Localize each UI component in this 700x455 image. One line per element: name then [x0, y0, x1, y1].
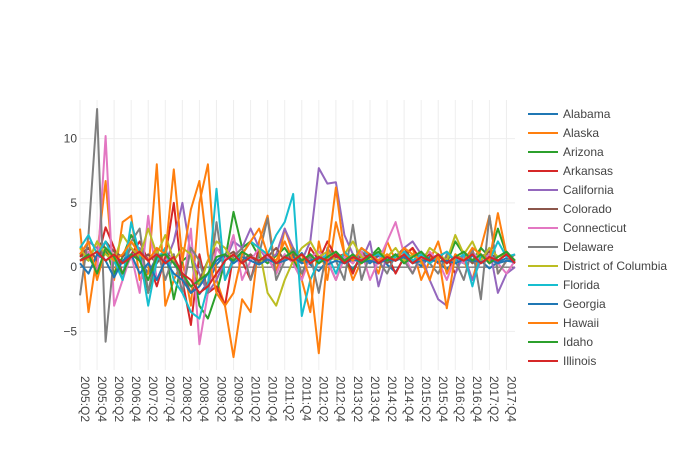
legend[interactable]: Alabama Alaska Arizona Arkansas California Co… [528, 107, 667, 368]
x-tick-label: 2014:Q4 [402, 376, 416, 422]
x-tick-label: 2008:Q2 [180, 376, 194, 422]
legend-item-arkansas[interactable]: Arkansas [528, 164, 613, 178]
x-tick-label: 2006:Q2 [112, 376, 126, 422]
legend-label: Alabama [563, 107, 611, 121]
x-tick-label: 2016:Q2 [453, 376, 467, 422]
legend-label: Connecticut [563, 221, 627, 235]
x-tick-label: 2014:Q2 [385, 376, 399, 422]
series-line-connecticut [79, 135, 516, 346]
legend-item-district-of-columbia[interactable]: District of Columbia [528, 259, 667, 273]
legend-item-arizona[interactable]: Arizona [528, 145, 604, 159]
legend-label: Georgia [563, 297, 606, 311]
legend-item-florida[interactable]: Florida [528, 278, 600, 292]
x-tick-label: 2007:Q4 [163, 376, 177, 422]
x-tick-label: 2009:Q2 [214, 376, 228, 422]
x-tick-label: 2005:Q4 [95, 376, 109, 422]
legend-label: Idaho [563, 335, 593, 349]
legend-label: Colorado [563, 202, 612, 216]
legend-label: California [563, 183, 614, 197]
x-tick-label: 2011:Q2 [283, 376, 297, 421]
series-lines [79, 108, 516, 359]
legend-item-illinois[interactable]: Illinois [528, 354, 596, 368]
series-line-illinois [79, 250, 516, 294]
x-tick-label: 2010:Q2 [248, 376, 262, 422]
y-tick-label: 5 [70, 196, 77, 210]
x-tick-label: 2015:Q4 [436, 376, 450, 422]
x-axis: 2005:Q2 2005:Q4 2006:Q2 2006:Q4 2007:Q2 2007:… [78, 376, 518, 422]
legend-item-alabama[interactable]: Alabama [528, 107, 611, 121]
legend-label: Alaska [563, 126, 599, 140]
legend-label: Delaware [563, 240, 614, 254]
x-tick-label: 2015:Q2 [419, 376, 433, 422]
x-tick-label: 2012:Q4 [334, 376, 348, 422]
y-tick-label: 10 [64, 132, 78, 146]
legend-item-hawaii[interactable]: Hawaii [528, 316, 599, 330]
x-tick-label: 2009:Q4 [231, 376, 245, 422]
y-axis: −5 0 5 10 [63, 132, 77, 339]
x-tick-label: 2007:Q2 [146, 376, 160, 422]
y-tick-label: 0 [70, 260, 77, 274]
grid [79, 100, 515, 370]
x-tick-label: 2017:Q2 [487, 376, 501, 422]
legend-item-georgia[interactable]: Georgia [528, 297, 606, 311]
x-tick-label: 2010:Q4 [265, 376, 279, 422]
x-tick-label: 2013:Q2 [351, 376, 365, 422]
x-tick-label: 2017:Q4 [504, 376, 518, 422]
legend-item-california[interactable]: California [528, 183, 614, 197]
series-line-georgia [79, 253, 516, 294]
legend-item-connecticut[interactable]: Connecticut [528, 221, 627, 235]
x-tick-label: 2005:Q2 [78, 376, 92, 422]
legend-item-alaska[interactable]: Alaska [528, 126, 599, 140]
x-tick-label: 2006:Q4 [129, 376, 143, 422]
legend-label: District of Columbia [563, 259, 667, 273]
x-tick-label: 2012:Q2 [317, 376, 331, 422]
legend-label: Hawaii [563, 316, 599, 330]
x-tick-label: 2016:Q4 [470, 376, 484, 422]
legend-label: Arizona [563, 145, 604, 159]
legend-label: Arkansas [563, 164, 613, 178]
legend-item-colorado[interactable]: Colorado [528, 202, 612, 216]
x-tick-label: 2011:Q4 [300, 376, 314, 421]
legend-label: Illinois [563, 354, 596, 368]
y-tick-label: −5 [63, 324, 77, 338]
legend-item-delaware[interactable]: Delaware [528, 240, 614, 254]
legend-item-idaho[interactable]: Idaho [528, 335, 593, 349]
legend-label: Florida [563, 278, 600, 292]
x-tick-label: 2013:Q4 [368, 376, 382, 422]
x-tick-label: 2008:Q4 [197, 376, 211, 422]
series-line-delaware [79, 108, 516, 343]
